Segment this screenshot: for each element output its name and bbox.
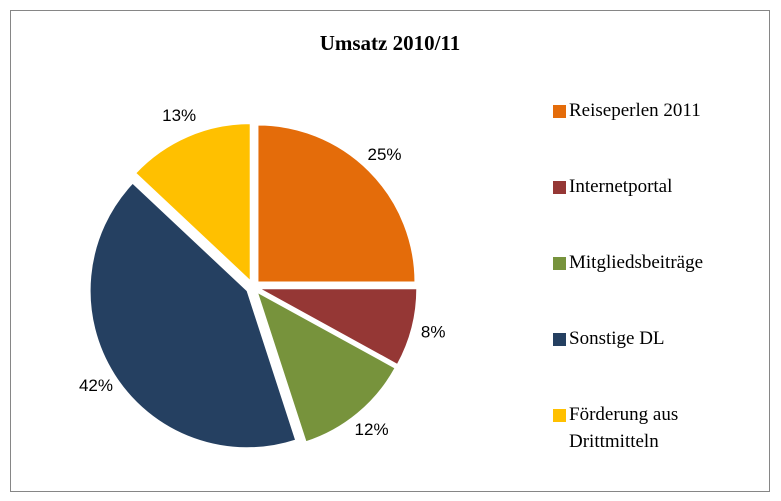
data-label: 42%: [79, 376, 113, 395]
pie-slice: [89, 182, 297, 449]
pie-slice: [256, 291, 396, 443]
legend-item: Mitgliedsbeiträge: [553, 252, 749, 276]
legend-label: Förderung aus Drittmitteln: [569, 404, 679, 452]
legend-label: Reiseperlen 2011: [569, 100, 701, 121]
pie-slice: [135, 123, 251, 282]
legend-label: Sonstige DL: [569, 328, 665, 349]
data-label: 8%: [421, 323, 446, 342]
legend-swatch: [553, 105, 566, 118]
data-label: 25%: [368, 145, 402, 164]
legend-item: Sonstige DL: [553, 328, 749, 352]
legend-item: Reiseperlen 2011: [553, 100, 749, 124]
pie-slice: [257, 124, 416, 283]
legend-label: Mitgliedsbeiträge: [569, 252, 704, 273]
legend-swatch: [553, 333, 566, 346]
data-label: 13%: [162, 106, 196, 125]
legend-item: Förderung aus Drittmitteln: [553, 404, 749, 455]
legend-swatch: [553, 257, 566, 270]
legend-swatch: [553, 409, 566, 422]
chart-title: Umsatz 2010/11: [320, 31, 461, 55]
pie-slice: [259, 288, 418, 366]
legend-label: Internetportal: [569, 176, 673, 197]
data-label: 12%: [355, 420, 389, 439]
legend-item: Internetportal: [553, 176, 749, 200]
legend-swatch: [553, 181, 566, 194]
